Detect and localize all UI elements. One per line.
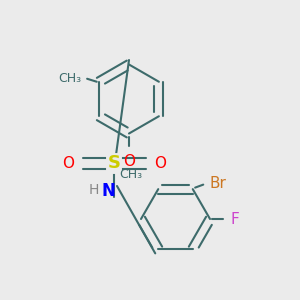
Text: O: O — [154, 156, 166, 171]
Text: S: S — [107, 154, 121, 172]
Text: O: O — [123, 154, 135, 169]
Text: H: H — [88, 183, 99, 196]
Text: F: F — [231, 212, 240, 226]
Text: N: N — [102, 182, 116, 200]
Text: Br: Br — [209, 176, 226, 190]
Text: O: O — [62, 156, 74, 171]
Text: CH₃: CH₃ — [119, 168, 142, 181]
Text: CH₃: CH₃ — [58, 72, 81, 85]
